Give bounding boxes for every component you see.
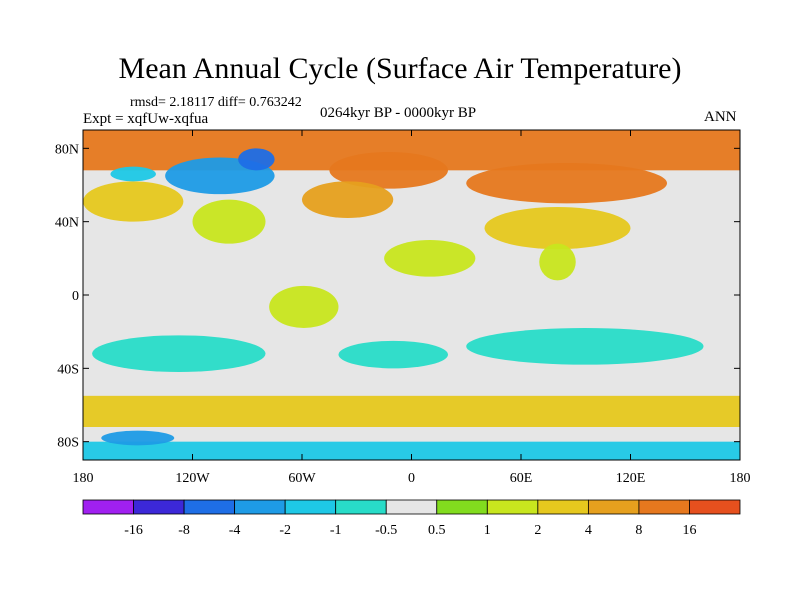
- y-tick-label: 80N: [55, 142, 79, 157]
- x-tick-label: 60E: [510, 471, 533, 486]
- colorbar-swatch: [133, 499, 185, 515]
- y-tick-label: 80S: [57, 436, 79, 451]
- colorbar-label: -0.5: [375, 523, 397, 538]
- y-tick-label: 40N: [55, 216, 79, 231]
- region-eurasia-warming: [466, 163, 667, 204]
- colorbar-label: -16: [124, 523, 143, 538]
- x-tick-label: 0: [408, 471, 415, 486]
- colorbar-swatch: [385, 499, 438, 515]
- colorbar-label: -4: [229, 523, 241, 538]
- experiment-label: Expt = xqfUw-xqfua: [83, 111, 209, 127]
- map-plot-area: [82, 129, 741, 461]
- x-tick-label: 180: [73, 471, 94, 486]
- colorbar-swatch: [335, 499, 387, 515]
- region-amazon-warming: [269, 285, 339, 328]
- x-tick-label: 60W: [288, 471, 316, 486]
- map-axes: 180 120W 60W 0 60E 120E 180 80N 40N 0 40S 80S: [55, 130, 751, 486]
- colorbar-label: 1: [484, 523, 491, 538]
- colorbar-swatch: [183, 499, 236, 515]
- region-greenland-sea-warming: [329, 152, 448, 189]
- region-south-atlantic-cooling: [338, 340, 448, 369]
- colorbar-swatch: [587, 499, 640, 515]
- period-label: 0264kyr BP - 0000kyr BP: [320, 105, 477, 121]
- y-tick-label: 40S: [57, 362, 79, 377]
- season-label: ANN: [704, 109, 737, 125]
- colorbar-label: 2: [534, 523, 541, 538]
- colorbar-label: -2: [279, 523, 291, 538]
- region-sahara-warming: [384, 240, 476, 277]
- region-ross-sea-cooling: [101, 430, 175, 446]
- colorbar-swatch: [638, 499, 690, 515]
- colorbar-swatch: [234, 499, 286, 515]
- region-north-pacific-warming: [83, 181, 184, 222]
- colorbar-label: 4: [585, 523, 592, 538]
- region-central-asia-warming: [484, 207, 631, 250]
- colorbar-swatch: [82, 499, 134, 515]
- region-hudson-bay-cooling: [238, 148, 275, 171]
- region-antarctica-cooling: [83, 441, 740, 460]
- region-southern-ocean-warming: [83, 395, 740, 427]
- colorbar-label: 8: [635, 523, 642, 538]
- region-south-pacific-cooling: [92, 335, 266, 372]
- x-tick-label: 180: [730, 471, 751, 486]
- colorbar: -16 -8 -4 -2 -1 -0.5 0.5 1 2 4 8 16: [82, 499, 741, 538]
- colorbar-swatch: [689, 499, 741, 515]
- colorbar-swatch: [486, 499, 539, 515]
- colorbar-label: -8: [178, 523, 190, 538]
- colorbar-swatch: [436, 499, 488, 515]
- colorbar-label: -1: [330, 523, 342, 538]
- x-tick-label: 120E: [616, 471, 646, 486]
- y-tick-label: 0: [72, 289, 79, 304]
- region-north-atlantic-warming: [302, 181, 394, 219]
- x-tick-label: 120W: [175, 471, 210, 486]
- colorbar-swatch: [537, 499, 589, 515]
- region-indian-ocean-cooling: [466, 328, 704, 365]
- region-alaska-cooling: [110, 166, 156, 182]
- region-india-warming: [539, 243, 576, 281]
- colorbar-label: 16: [682, 523, 696, 538]
- colorbar-swatch: [284, 499, 337, 515]
- chart-title: Mean Annual Cycle (Surface Air Temperatu…: [118, 52, 682, 85]
- stats-text: rmsd= 2.18117 diff= 0.763242: [130, 95, 302, 110]
- colorbar-label: 0.5: [428, 523, 446, 538]
- region-north-america-interior: [192, 199, 266, 244]
